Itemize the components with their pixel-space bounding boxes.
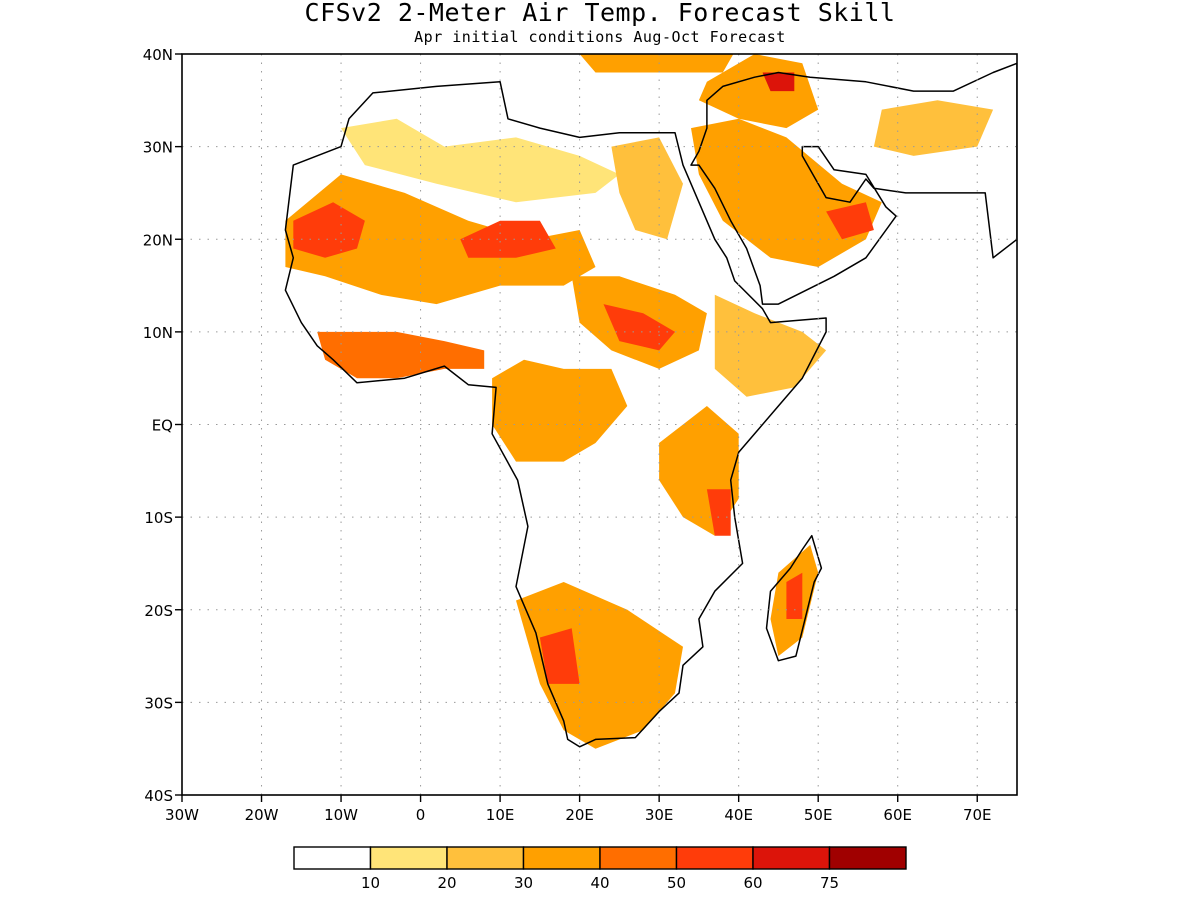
colorbar-label: 20 [437, 874, 456, 892]
lon-tick-label: 0 [416, 806, 426, 824]
lon-tick-label: 10W [324, 806, 358, 824]
lat-tick-label: 10N [143, 324, 173, 342]
lon-tick-label: 70E [963, 806, 992, 824]
colorbar: 10 20 30 40 50 60 75 [293, 846, 907, 892]
colorbar-swatch [599, 846, 678, 870]
skill-shading-layer [285, 54, 994, 749]
skill-region-namibia-core [539, 628, 580, 684]
lon-tick-label: 40E [724, 806, 753, 824]
latitude-ticks: 40N 30N 20N 10N EQ 10S 20S 30S 40S [143, 46, 182, 805]
skill-region-ethiopia-somalia [714, 294, 827, 397]
colorbar-label: 50 [667, 874, 686, 892]
lon-tick-label: 20W [245, 806, 279, 824]
skill-region-south-sudan-core [603, 304, 675, 351]
skill-region-iran-east [873, 100, 994, 156]
lat-tick-label: 20N [143, 231, 173, 249]
colorbar-swatch [752, 846, 831, 870]
lon-tick-label: 10E [486, 806, 515, 824]
gridlines [182, 54, 1017, 795]
skill-region-tanzania-core [706, 489, 731, 536]
skill-region-west-africa-sahel [285, 174, 596, 305]
skill-region-mauritania-core [293, 202, 365, 258]
madagascar-coastline [765, 534, 823, 662]
colorbar-label: 60 [743, 874, 762, 892]
chart-title: CFSv2 2-Meter Air Temp. Forecast Skill [304, 0, 896, 27]
skill-region-arabia-core [826, 202, 874, 240]
lat-tick-label: 30N [143, 139, 173, 157]
lat-tick-label: EQ [152, 417, 173, 435]
colorbar-swatch [369, 846, 448, 870]
skill-region-iraq-core [762, 72, 795, 92]
colorbar-swatch [522, 846, 601, 870]
skill-region-southern-africa [516, 582, 683, 749]
skill-region-gulf-guinea-coast [317, 331, 485, 379]
lat-tick-label: 40S [144, 787, 173, 805]
skill-region-niger-chad-core [460, 220, 556, 258]
skill-region-mediterranean-north [579, 54, 734, 73]
africa-coastline [284, 81, 827, 748]
lon-tick-label: 20E [565, 806, 594, 824]
skill-region-congo-gabon [492, 359, 628, 462]
lon-tick-label: 30E [645, 806, 674, 824]
colorbar-swatch [828, 846, 907, 870]
colorbar-swatch [675, 846, 754, 870]
skill-region-madagascar-core [786, 572, 803, 619]
skill-region-arabia [691, 118, 882, 267]
lat-tick-label: 20S [144, 602, 173, 620]
skill-region-egypt-nile [611, 137, 683, 240]
arabia-coastline [690, 62, 1017, 305]
skill-region-sahara-north [341, 118, 620, 203]
colorbar-label: 75 [820, 874, 839, 892]
lon-tick-label: 50E [804, 806, 833, 824]
coastline-layer [284, 62, 1017, 748]
lon-tick-label: 30W [165, 806, 199, 824]
lat-tick-label: 10S [144, 509, 173, 527]
colorbar-label: 40 [590, 874, 609, 892]
colorbar-swatch [446, 846, 525, 870]
longitude-ticks: 30W 20W 10W 0 10E 20E 30E 40E 50E 60E 70E [165, 795, 992, 824]
chart-subtitle: Apr initial conditions Aug-Oct Forecast [414, 28, 786, 46]
colorbar-swatch [293, 846, 372, 870]
colorbar-label: 30 [514, 874, 533, 892]
lat-tick-label: 40N [143, 46, 173, 64]
colorbar-label: 10 [361, 874, 380, 892]
lon-tick-label: 60E [883, 806, 912, 824]
lat-tick-label: 30S [144, 694, 173, 712]
